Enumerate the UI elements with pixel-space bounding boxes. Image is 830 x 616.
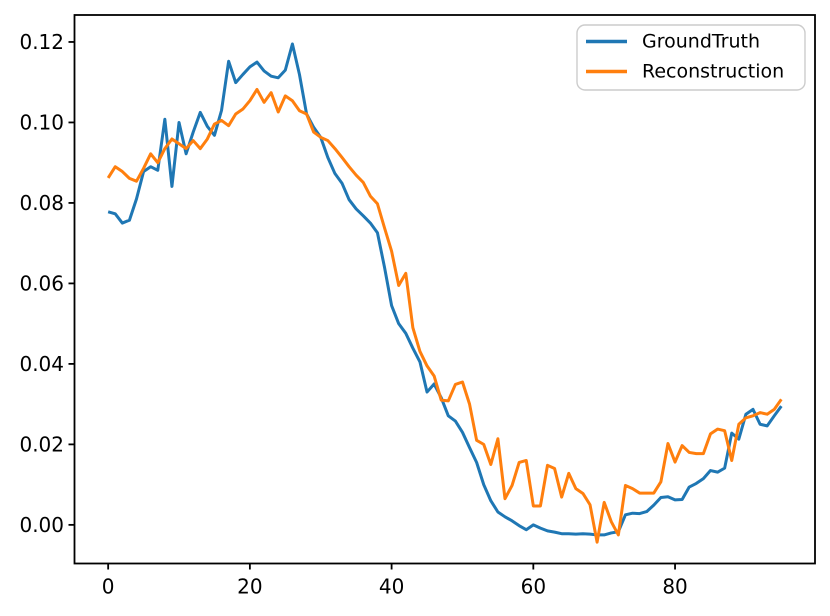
x-tick-label: 40: [379, 575, 404, 599]
x-tick-label: 0: [102, 575, 115, 599]
y-tick-label: 0.12: [19, 30, 64, 54]
axes-spines: [73, 14, 816, 565]
legend-box: [576, 24, 806, 91]
legend-label-reconstruction: Reconstruction: [642, 61, 784, 83]
y-tick-label: 0.08: [19, 191, 64, 215]
y-tick-label: 0.00: [19, 513, 64, 537]
legend-label-groundtruth: GroundTruth: [642, 31, 760, 53]
x-tick-label: 60: [521, 575, 546, 599]
y-tick-label: 0.06: [19, 271, 64, 295]
data-lines: [106, 42, 783, 544]
x-tick-label: 80: [662, 575, 687, 599]
y-tick-label: 0.02: [19, 432, 64, 456]
y-tick-label: 0.10: [19, 110, 64, 134]
reconstruction-line: [106, 87, 783, 544]
legend: GroundTruth Reconstruction: [576, 24, 806, 91]
x-tick-label: 20: [237, 575, 262, 599]
axis-ticks: 0 20 40 60 80 0.00 0.02 0.04 0.06 0.08 0.10 0.12: [19, 30, 687, 599]
y-tick-label: 0.04: [19, 352, 64, 376]
groundtruth-line: [107, 42, 783, 537]
